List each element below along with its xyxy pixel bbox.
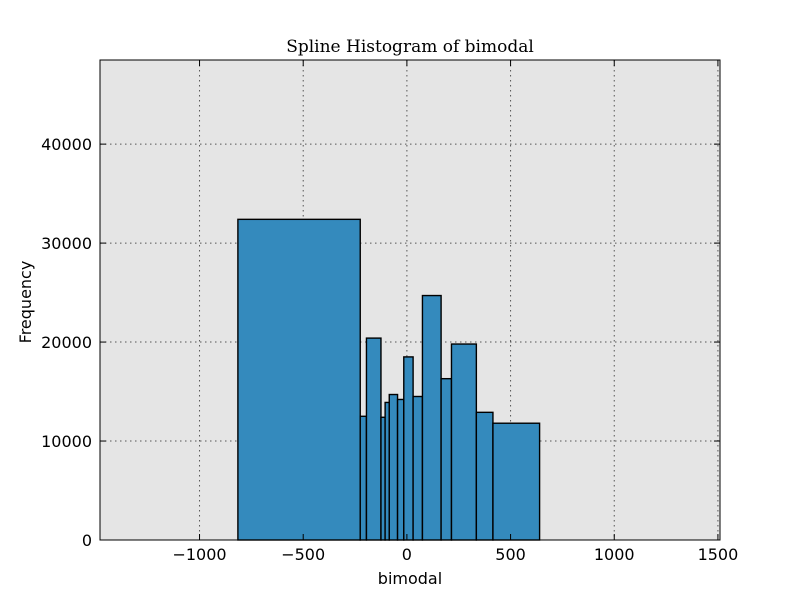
histogram-bar [450,343,478,541]
x-tick-label: 1000 [594,545,635,564]
y-tick-label: 40000 [41,135,92,154]
histogram-bar [492,422,541,541]
y-tick-label: 20000 [41,333,92,352]
histogram-bar [237,218,361,541]
x-axis-label: bimodal [378,569,442,588]
histogram-bar [440,377,453,541]
y-tick-label: 0 [82,531,92,550]
x-tick-label: 500 [495,545,526,564]
chart-title: Spline Histogram of bimodal [286,37,534,57]
histogram-bar [475,411,494,541]
histogram-bar [421,294,442,541]
y-tick-label: 10000 [41,432,92,451]
x-tick-label: 0 [402,545,412,564]
x-tick-label: −1000 [172,545,226,564]
histogram-bar [403,356,414,541]
x-tick-label: −500 [281,545,325,564]
histogram-bar [359,415,368,541]
histogram-bar [365,337,382,541]
y-axis-label: Frequency [16,261,35,344]
y-tick-label: 30000 [41,234,92,253]
plot-frame [99,59,721,541]
axis-ticks: −1000 −500 0 500 1000 1500 0 10000 20000 30000 400… [41,60,738,564]
x-tick-label: 1500 [698,545,739,564]
histogram-bar [388,393,399,541]
histogram-bars [237,218,541,541]
histogram-bar [412,395,424,541]
histogram-bar [396,398,405,541]
